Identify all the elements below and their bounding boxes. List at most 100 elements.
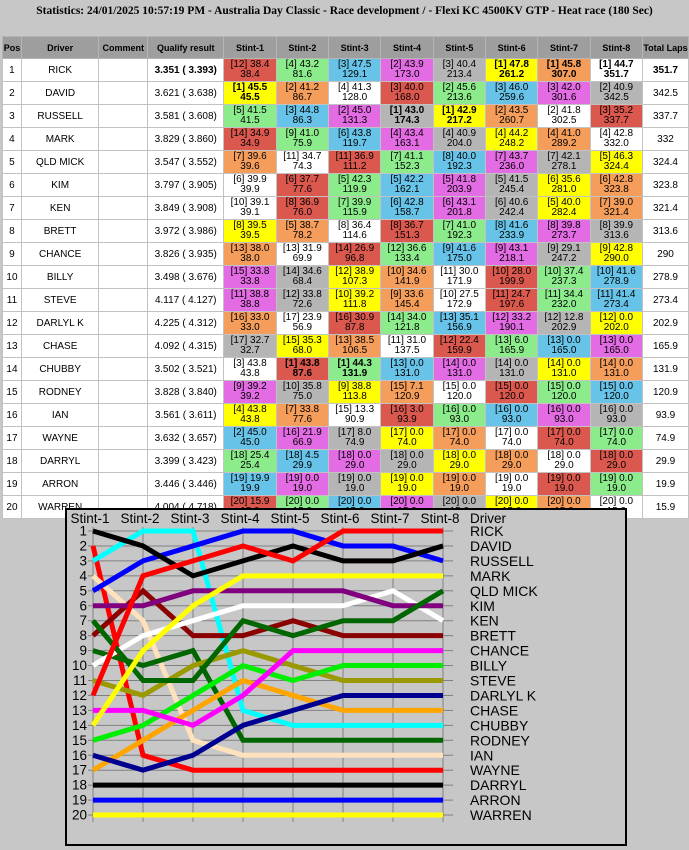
total-laps-cell: 273.4	[641, 288, 689, 312]
stint-position-and-laps: [2] 41.8	[547, 104, 581, 116]
stint-4-cell: [4] 43.4 163.1	[380, 127, 434, 151]
stint-position-and-laps: [6] 43.1	[442, 196, 477, 208]
stint-position-and-laps: [19] 0.0	[442, 472, 477, 484]
stint-4-cell: [5] 42.2 162.1	[380, 173, 434, 197]
position-axis-label: 9	[79, 643, 87, 658]
stint-7-cell: [2] 41.8 302.5	[537, 104, 591, 128]
results-table: Pos Driver Comment Qualify result Stint-1 Sti…	[2, 36, 689, 519]
stint-position-and-laps: [2] 45.6	[442, 81, 477, 93]
stint-5-cell: [14] 0.0 131.0	[432, 357, 487, 381]
qualify-result-cell: 3.581 ( 3.608)	[147, 104, 225, 128]
stint-cumulative-laps: 72.6	[292, 299, 313, 310]
stint-position-and-laps: [17] 0.0	[494, 426, 529, 438]
driver-name-cell: KIM	[20, 173, 100, 197]
stint-cumulative-laps: 29.0	[344, 460, 365, 471]
series-line-kim	[93, 588, 443, 609]
comment-cell	[98, 357, 149, 381]
stint-position-and-laps: [13] 31.9	[282, 242, 322, 254]
stint-position-and-laps: [10] 27.5	[439, 288, 479, 300]
stint-position-and-laps: [10] 34.6	[387, 265, 427, 277]
series-line-darlyl-k	[92, 692, 443, 773]
stint-5-cell: [1] 42.9 217.2	[432, 104, 487, 128]
comment-cell	[98, 173, 149, 197]
stint-cumulative-laps: 119.7	[342, 138, 367, 149]
position-axis-label: 12	[72, 688, 87, 703]
stint-position-and-laps: [20] 0.0	[599, 495, 633, 507]
position-axis-label: 16	[72, 748, 87, 763]
stint-5-cell: [7] 41.0 192.3	[432, 219, 487, 243]
header-row: Pos Driver Comment Qualify result Stint-1 Sti…	[2, 36, 689, 59]
stint-cumulative-laps: 204.0	[446, 138, 472, 149]
stint-position-and-laps: [4] 41.3	[338, 81, 372, 93]
qualify-result-cell: 3.446 ( 3.446)	[147, 472, 225, 496]
stint-8-cell: [1] 44.7 351.7	[589, 58, 643, 82]
stint-position-and-laps: [6] 42.8	[599, 173, 633, 185]
stint-8-cell: [13] 0.0 165.0	[589, 334, 643, 358]
stint-cumulative-laps: 74.0	[606, 437, 627, 448]
stint-position-and-laps: [4] 42.8	[599, 127, 633, 139]
driver-name-cell: RUSSELL	[20, 104, 100, 128]
stint-cumulative-laps: 77.6	[292, 184, 313, 195]
stint-6-cell: [4] 44.2 248.2	[484, 127, 539, 151]
stint-cumulative-laps: 174.3	[394, 115, 420, 126]
position-chart-svg: Stint-1 Stint-2 Stint-3 Stint-4 Stint-5 Stint…	[70, 511, 538, 823]
column-header-stint-7: Stint-7	[537, 36, 591, 59]
comment-cell	[98, 265, 149, 289]
stint-cumulative-laps: 173.0	[394, 69, 420, 80]
qualify-result-cell: 3.632 ( 3.657)	[147, 426, 225, 450]
stint-position-and-laps: [11] 41.4	[597, 288, 636, 300]
stint-6-cell: [11] 24.7 197.6	[484, 288, 539, 312]
stint-cumulative-laps: 342.5	[603, 92, 629, 103]
position-axis-label: 20	[72, 808, 87, 823]
stint-cumulative-laps: 120.0	[551, 391, 577, 402]
driver-column-label: Driver	[470, 511, 507, 526]
stint-8-cell: [3] 35.2 337.7	[589, 104, 643, 128]
stint-cumulative-laps: 131.0	[446, 368, 472, 379]
legend-driver-qld-mick: QLD MICK	[470, 583, 538, 599]
stint-position-and-laps: [3] 40.0	[390, 81, 424, 93]
total-laps-cell: 321.4	[641, 196, 689, 220]
position-axis-label: 8	[79, 628, 87, 643]
stint-position-and-laps: [15] 13.3	[335, 403, 375, 415]
stint-cumulative-laps: 273.4	[603, 299, 629, 310]
stint-position-and-laps: [6] 37.7	[285, 173, 320, 185]
driver-name-cell: CHANCE	[20, 242, 100, 266]
stint-position-and-laps: [7] 39.0	[599, 196, 633, 208]
stint-cumulative-laps: 156.9	[446, 322, 472, 333]
driver-row-chubby: 14 CHUBBY 3.502 ( 3.521) [3] 43.8 43.8 [1] 43…	[2, 357, 689, 381]
stint-cumulative-laps: 96.8	[344, 253, 365, 264]
stint-5-cell: [13] 35.1 156.9	[432, 311, 487, 335]
position-axis-label: 5	[79, 583, 87, 598]
stint-cumulative-laps: 77.6	[292, 414, 313, 425]
stint-3-cell: [14] 26.9 96.8	[328, 242, 382, 266]
stint-8-cell: [8] 39.9 313.6	[589, 219, 643, 243]
stint-1-cell: [1] 45.5 45.5	[223, 81, 277, 105]
stint-cumulative-laps: 74.3	[292, 161, 313, 172]
stint-2-cell: [8] 36.9 76.0	[275, 196, 330, 220]
qualify-result-cell: 3.797 ( 3.905)	[147, 173, 225, 197]
stint-cumulative-laps: 38.0	[240, 253, 260, 264]
driver-row-qld-mick: 5 QLD MICK 3.547 ( 3.552) [7] 39.6 39.6 [11] …	[2, 150, 689, 174]
stint-position-and-laps: [7] 33.8	[285, 403, 320, 415]
stint-cumulative-laps: 33.0	[240, 322, 260, 333]
stint-2-cell: [12] 33.8 72.6	[275, 288, 330, 312]
stint-cumulative-laps: 332.0	[603, 138, 629, 149]
driver-name-cell: BILLY	[20, 265, 100, 289]
comment-cell	[98, 219, 149, 243]
stint-position-and-laps: [8] 36.4	[338, 219, 372, 231]
total-laps-cell: 15.9	[641, 495, 689, 519]
legend-driver-chubby: CHUBBY	[470, 717, 529, 733]
comment-cell	[98, 380, 149, 404]
stint-8-cell: [12] 0.0 202.0	[589, 311, 643, 335]
stint-cumulative-laps: 301.6	[551, 92, 577, 103]
stint-4-cell: [15] 7.1 120.9	[380, 380, 434, 404]
stint-position-and-laps: [13] 0.0	[547, 334, 581, 346]
stint-position-and-laps: [1] 45.5	[232, 81, 268, 93]
stint-position-and-laps: [16] 0.0	[547, 403, 581, 415]
comment-cell	[98, 334, 149, 358]
stint-position-and-laps: [13] 6.0	[494, 334, 529, 346]
stint-cumulative-laps: 75.9	[292, 138, 313, 149]
stint-position-and-laps: [10] 39.2	[335, 288, 375, 300]
comment-cell	[98, 472, 149, 496]
driver-name-cell: BRETT	[20, 219, 100, 243]
